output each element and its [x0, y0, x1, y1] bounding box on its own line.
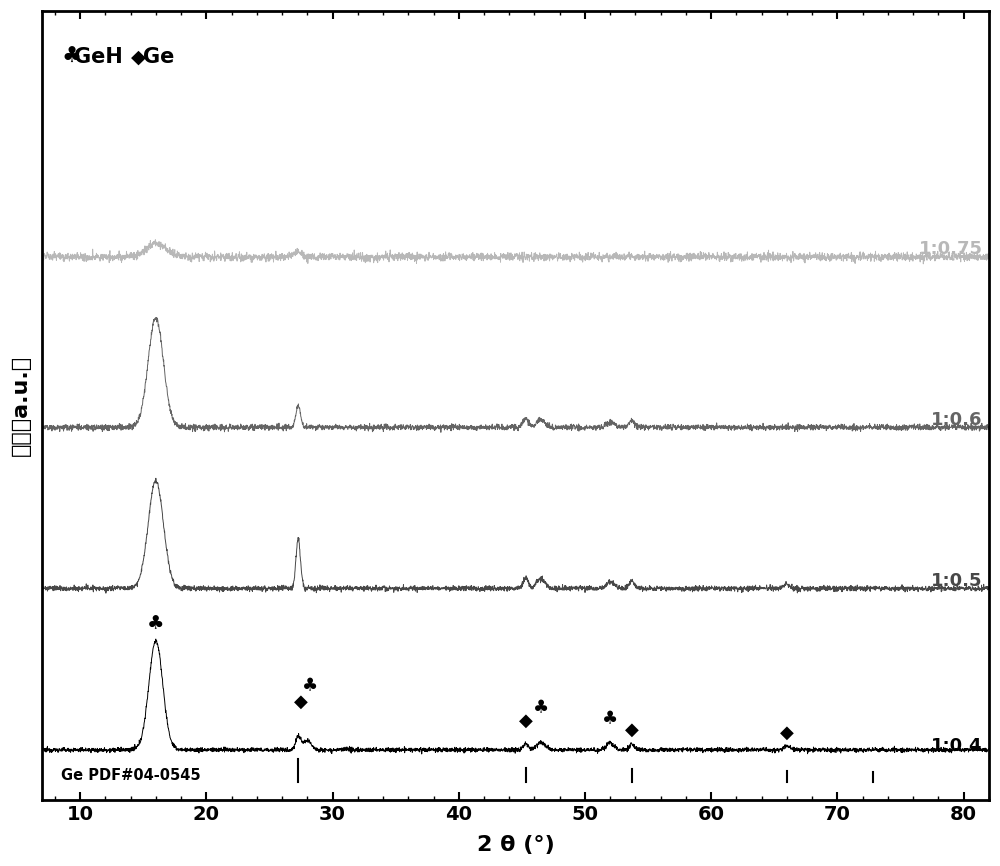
Text: Ge: Ge	[143, 47, 175, 67]
Text: ◆: ◆	[625, 721, 639, 739]
Text: 1:0.4: 1:0.4	[931, 737, 983, 755]
Text: Ge PDF#04-0545: Ge PDF#04-0545	[61, 768, 201, 783]
Text: 1:0.6: 1:0.6	[931, 411, 983, 429]
Text: ◆: ◆	[294, 693, 308, 711]
Text: ♣: ♣	[61, 47, 81, 67]
Y-axis label: 强度（a.u.）: 强度（a.u.）	[11, 355, 31, 456]
Text: ◆: ◆	[519, 712, 533, 729]
Text: ♣: ♣	[147, 614, 165, 633]
Text: ♣: ♣	[533, 699, 549, 717]
X-axis label: 2 θ (°): 2 θ (°)	[477, 835, 554, 855]
Text: 1:0.75: 1:0.75	[919, 240, 983, 257]
Text: GeH: GeH	[74, 47, 123, 67]
Text: ♣: ♣	[602, 710, 618, 728]
Text: ◆: ◆	[780, 724, 794, 741]
Text: 1:0.5: 1:0.5	[931, 572, 983, 590]
Text: ♣: ♣	[302, 678, 318, 695]
Text: ◆: ◆	[131, 48, 146, 67]
